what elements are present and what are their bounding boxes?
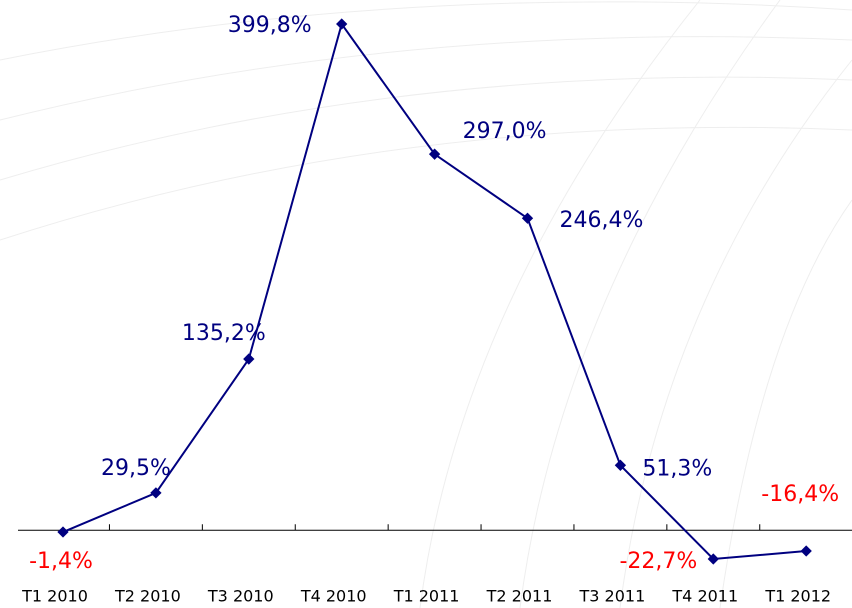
point bbox=[150, 487, 162, 499]
point bbox=[57, 526, 69, 538]
point bbox=[707, 553, 719, 565]
x-tick-label: T2 2011 bbox=[486, 587, 553, 606]
value-label: 135,2% bbox=[182, 321, 266, 346]
x-tick-label: T2 2010 bbox=[114, 587, 181, 606]
point bbox=[521, 212, 534, 224]
value-label: -22,7% bbox=[619, 549, 697, 574]
x-tick-label: T4 2011 bbox=[671, 587, 738, 606]
point bbox=[800, 545, 812, 557]
point bbox=[243, 353, 255, 365]
x-tick-label: T1 2011 bbox=[393, 587, 460, 606]
x-tick-label: T1 2010 bbox=[21, 587, 88, 606]
x-tick-label: T3 2011 bbox=[579, 587, 646, 606]
point bbox=[614, 459, 627, 471]
x-tick-label: T4 2010 bbox=[300, 587, 367, 606]
value-label: -1,4% bbox=[29, 549, 93, 574]
point bbox=[428, 148, 441, 160]
x-tick-label: T1 2012 bbox=[764, 587, 831, 606]
value-label: 29,5% bbox=[101, 456, 171, 481]
value-label: 51,3% bbox=[642, 456, 712, 481]
value-label: -16,4% bbox=[761, 482, 839, 507]
value-label: 246,4% bbox=[560, 208, 644, 233]
x-tick-label: T3 2010 bbox=[207, 587, 274, 606]
value-label: 399,8% bbox=[228, 13, 312, 38]
value-label: 297,0% bbox=[463, 119, 547, 144]
